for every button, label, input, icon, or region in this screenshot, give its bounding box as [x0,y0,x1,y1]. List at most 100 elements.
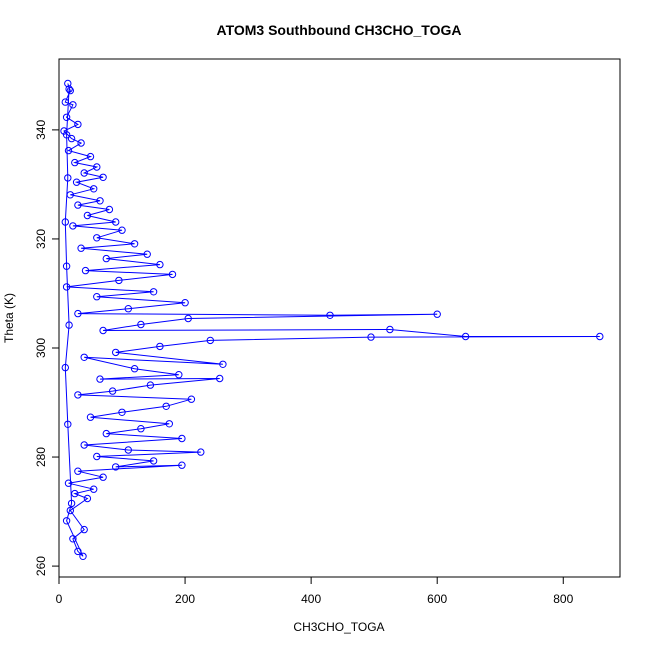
data-point [102,254,111,263]
chart-title: ATOM3 Southbound CH3CHO_TOGA [217,22,462,38]
x-tick-label: 800 [553,592,573,606]
data-point [596,332,604,341]
x-tick-label: 200 [175,592,195,606]
data-point [124,305,133,313]
data-point [74,201,82,209]
data-point [130,240,139,248]
series-polyline [63,83,600,557]
data-point [71,489,79,498]
data-point [62,131,71,139]
data-point [67,134,76,143]
data-point [187,395,196,403]
series-points [60,79,604,560]
data-point [99,173,107,182]
data-point [64,146,73,155]
data-point [130,365,139,373]
x-axis: 0 200 400 600 800 [56,577,574,606]
data-point [69,222,77,230]
y-axis: 260 280 300 320 340 [34,120,59,576]
data-point [69,535,77,543]
data-point [64,479,73,487]
data-point [93,293,101,301]
data-point [118,408,126,416]
data-point [80,441,88,449]
data-point [175,371,183,379]
data-point [146,381,155,389]
data-point [93,452,101,461]
data-point [96,375,104,383]
x-tick-label: 600 [427,592,447,606]
data-point [197,448,205,456]
y-tick-label: 320 [34,229,48,249]
data-point [66,86,75,95]
data-point [461,332,470,341]
x-axis-label: CH3CHO_TOGA [293,620,384,634]
data-point [62,262,71,270]
data-point [74,120,82,129]
x-tick-label: 400 [301,592,321,606]
data-point [62,113,71,122]
data-point [156,260,164,269]
data-point [61,218,70,226]
data-point [105,205,114,214]
data-point [65,321,73,329]
data-point [115,276,123,285]
data-point [67,499,76,508]
plot-frame [58,58,621,578]
data-point [72,178,81,186]
data-point [77,244,85,252]
data-point [61,363,70,372]
data-point [81,266,90,275]
data-point [80,169,88,177]
data-point [80,525,88,534]
data-point [74,391,82,399]
data-point [83,211,92,220]
data-point [93,234,101,242]
data-point [74,309,82,318]
data-point [64,174,72,182]
data-point [149,288,158,296]
data-point [102,429,111,438]
data-point [74,547,82,556]
data-point [219,360,227,368]
data-point [178,434,186,443]
y-axis-label: Theta (K) [2,293,16,343]
x-tick-label: 0 [56,592,63,606]
data-point [137,425,145,433]
data-point [112,463,120,471]
y-tick-label: 300 [34,338,48,358]
data-point [86,152,95,161]
data-point [74,467,82,475]
data-point [83,494,92,503]
data-point [367,333,375,341]
data-point [206,336,215,345]
data-point [64,79,72,88]
data-point [64,420,72,428]
data-point [66,506,75,515]
data-point [137,320,145,329]
data-point [149,457,158,465]
data-point [65,85,73,93]
data-point [433,310,441,318]
data-point [99,326,107,335]
data-point [124,446,133,454]
data-point [178,461,186,469]
data-point [86,413,95,421]
data-point [184,314,192,323]
data-point [386,325,394,334]
data-point [66,191,75,199]
data-point [90,485,98,493]
data-point [326,311,334,319]
data-point [79,552,87,560]
data-point [143,250,151,258]
data-point [108,387,117,395]
data-point [96,197,104,205]
data-point [77,139,85,147]
data-point [69,101,77,109]
data-point [216,374,224,383]
data-point [93,163,101,171]
y-tick-label: 280 [34,447,48,467]
data-point [71,158,79,167]
